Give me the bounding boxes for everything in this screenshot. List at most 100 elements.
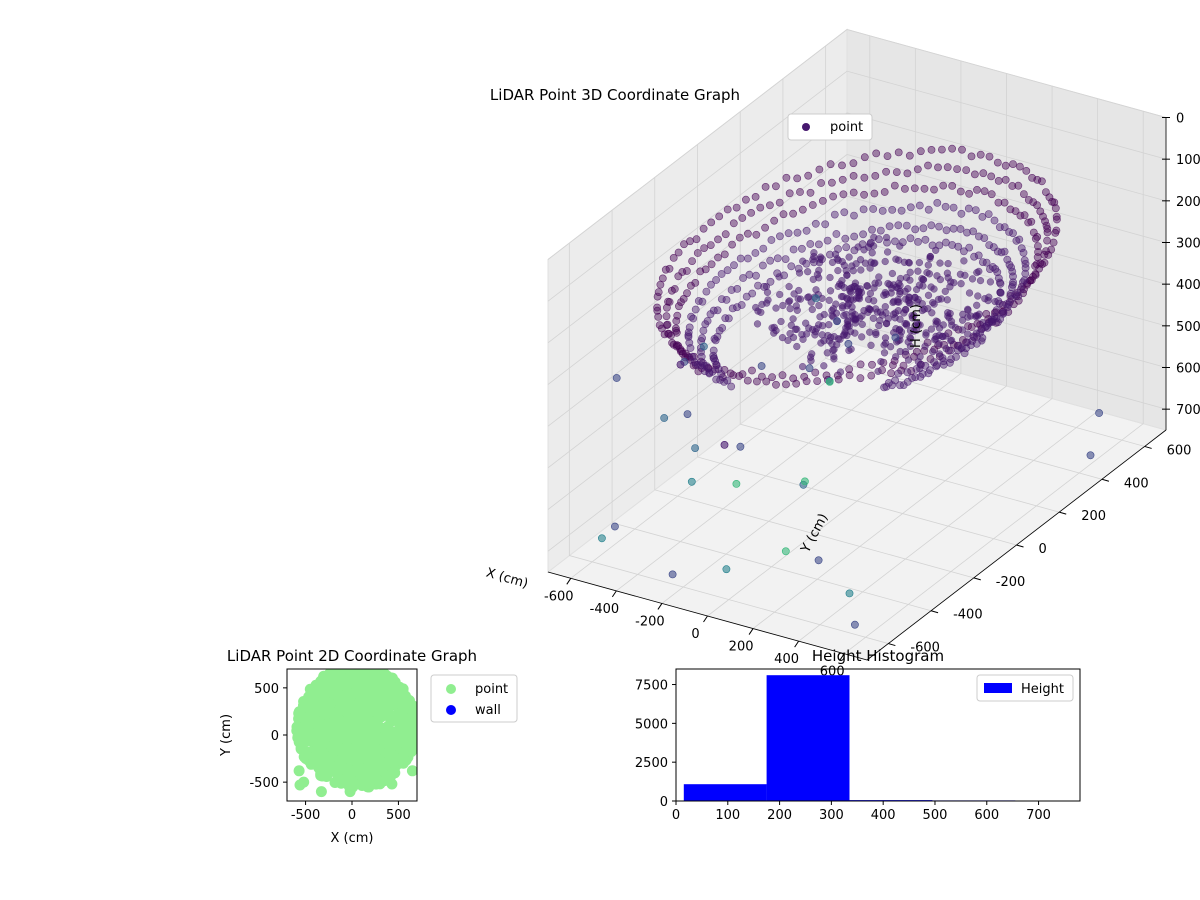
data-point — [942, 226, 951, 235]
data-point — [753, 377, 761, 386]
data-point — [1042, 247, 1050, 255]
data-point — [845, 371, 854, 380]
data-point — [836, 368, 845, 376]
data-point — [707, 280, 715, 289]
data-point — [785, 189, 794, 198]
data-point — [383, 695, 395, 707]
x-tick-label: 600 — [974, 808, 999, 823]
data-point — [299, 721, 311, 733]
data-point-outlier — [833, 317, 841, 326]
data-point — [944, 274, 952, 282]
data-point — [987, 172, 996, 181]
data-point — [1020, 211, 1029, 220]
data-point — [1014, 292, 1023, 301]
data-point — [1049, 238, 1058, 247]
data-point — [735, 372, 743, 380]
data-point — [727, 382, 736, 391]
data-point — [1020, 190, 1028, 198]
data-point — [839, 292, 847, 301]
histogram-legend: Height — [976, 674, 1074, 702]
data-point-outlier — [891, 333, 900, 342]
data-point — [888, 269, 897, 278]
data-point — [729, 219, 738, 228]
data-point — [911, 373, 920, 382]
data-point — [754, 307, 762, 315]
data-point — [978, 212, 987, 221]
data-point — [985, 152, 994, 161]
data-point — [996, 288, 1004, 296]
data-point — [1043, 236, 1051, 245]
grid-line-z — [547, 237, 1167, 469]
data-point — [744, 254, 752, 263]
data-point — [834, 375, 843, 384]
data-point — [747, 208, 755, 217]
data-point — [721, 314, 730, 323]
data-point-outlier — [1086, 451, 1095, 460]
data-point — [772, 326, 780, 335]
data-point — [742, 292, 751, 301]
data-point — [728, 304, 737, 313]
data-point — [895, 256, 903, 264]
x-tick — [657, 603, 663, 610]
data-point — [1048, 197, 1056, 206]
data-point — [1032, 260, 1041, 269]
data-point — [678, 268, 687, 276]
data-point — [869, 314, 878, 322]
grid-line-y — [825, 45, 1145, 447]
y-tick — [930, 610, 939, 614]
data-point — [901, 287, 909, 295]
data-point — [905, 151, 914, 160]
data-point — [804, 171, 813, 180]
y-tick-label: 5000 — [635, 717, 668, 732]
data-point — [978, 258, 987, 266]
data-point — [735, 233, 744, 242]
data-point — [965, 243, 974, 252]
data-point — [897, 206, 906, 215]
data-point — [768, 373, 776, 382]
data-point-outlier — [344, 786, 356, 798]
data-point — [319, 770, 331, 782]
x-tick-label: 700 — [1026, 808, 1051, 823]
data-point — [732, 203, 741, 212]
data-point-outlier — [687, 477, 696, 486]
data-point — [867, 371, 876, 380]
data-point — [295, 741, 307, 753]
grid-line-z — [547, 154, 1167, 385]
data-point — [1009, 272, 1017, 281]
data-point — [907, 334, 915, 343]
data-point — [787, 262, 796, 271]
data-point — [1017, 244, 1026, 253]
data-point — [850, 211, 858, 220]
data-point — [653, 292, 662, 301]
data-point — [733, 303, 741, 312]
data-point — [373, 776, 385, 788]
data-point — [338, 752, 350, 764]
data-point — [1052, 212, 1061, 221]
data-point — [860, 153, 869, 162]
x-tick-label: -200 — [635, 614, 665, 629]
x-tick-label: 0 — [672, 808, 680, 823]
data-point — [656, 280, 665, 289]
data-point — [967, 312, 975, 320]
data-point — [934, 163, 942, 172]
data-point — [882, 167, 890, 176]
data-point — [969, 227, 977, 236]
data-point — [690, 358, 699, 366]
data-point — [813, 270, 822, 279]
data-point — [789, 315, 797, 323]
data-point — [889, 298, 897, 307]
data-point — [936, 275, 945, 284]
data-point — [913, 165, 922, 174]
data-point — [802, 377, 811, 386]
data-point — [968, 275, 977, 283]
data-point — [883, 248, 892, 256]
data-point — [825, 321, 833, 329]
data-point — [868, 225, 876, 234]
data-point — [789, 209, 797, 218]
data-point — [860, 306, 868, 315]
data-point — [1001, 161, 1010, 170]
data-point-outlier — [732, 479, 741, 488]
data-point — [1021, 263, 1030, 272]
data-point — [892, 353, 900, 361]
data-point — [910, 184, 919, 193]
